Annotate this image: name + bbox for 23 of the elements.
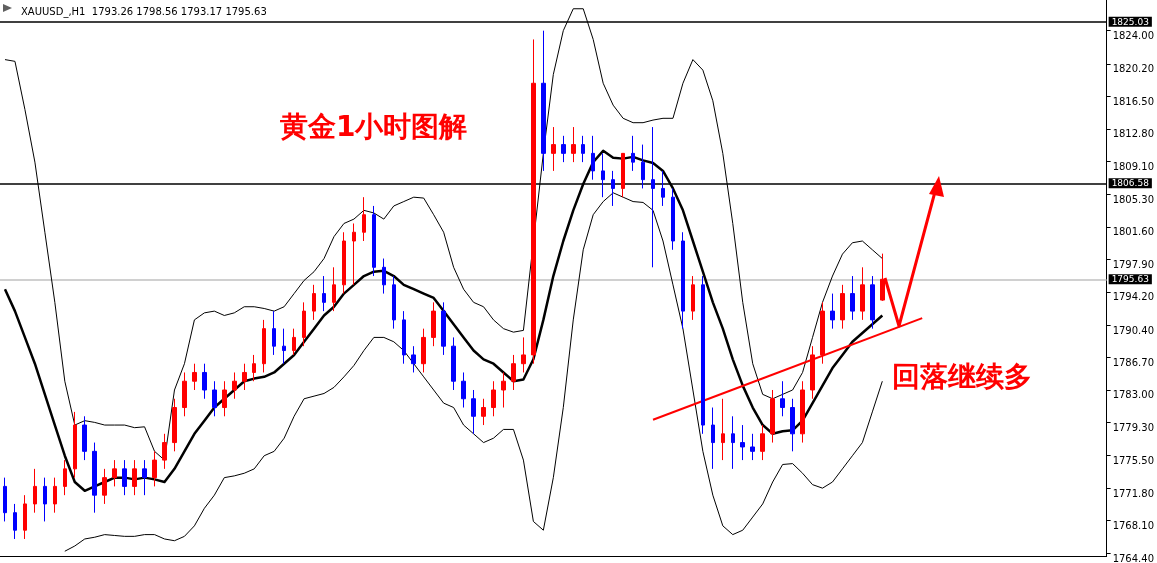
y-tick-label: 1764.40 bbox=[1112, 552, 1155, 563]
text: XAUUSD_,H1 1793.26 1798.56 1793.17 1795.63 bbox=[21, 5, 267, 18]
y-tick-label: 1771.80 bbox=[1112, 487, 1155, 499]
ref-line-label: 1806.58 bbox=[1111, 178, 1150, 189]
ref-line-label: 1795.63 bbox=[1111, 274, 1149, 285]
y-tick-label: 1805.30 bbox=[1112, 194, 1155, 206]
y-tick-label: 1768.10 bbox=[1112, 520, 1155, 532]
annotation: 回落继续多 bbox=[892, 359, 1032, 393]
y-tick-label: 1809.10 bbox=[1112, 160, 1155, 172]
y-tick-label: 1783.00 bbox=[1112, 389, 1155, 401]
annotation: 黄金1小时图解 bbox=[279, 109, 468, 143]
y-tick-label: 1790.40 bbox=[1112, 324, 1155, 336]
y-tick-label: 1816.50 bbox=[1112, 95, 1155, 107]
y-tick-label: 1797.90 bbox=[1112, 258, 1155, 270]
y-tick-label: 1786.70 bbox=[1112, 357, 1155, 369]
y-tick-label: 1812.80 bbox=[1112, 128, 1155, 140]
y-tick-label: 1794.20 bbox=[1112, 291, 1155, 303]
y-tick-label: 1779.30 bbox=[1112, 421, 1155, 433]
y-tick-label: 1824.00 bbox=[1112, 30, 1155, 42]
y-tick-label: 1775.50 bbox=[1112, 455, 1155, 467]
y-tick-label: 1801.60 bbox=[1112, 226, 1155, 238]
ref-line-label: 1825.03 bbox=[1111, 16, 1149, 27]
y-tick-label: 1820.20 bbox=[1112, 63, 1155, 75]
